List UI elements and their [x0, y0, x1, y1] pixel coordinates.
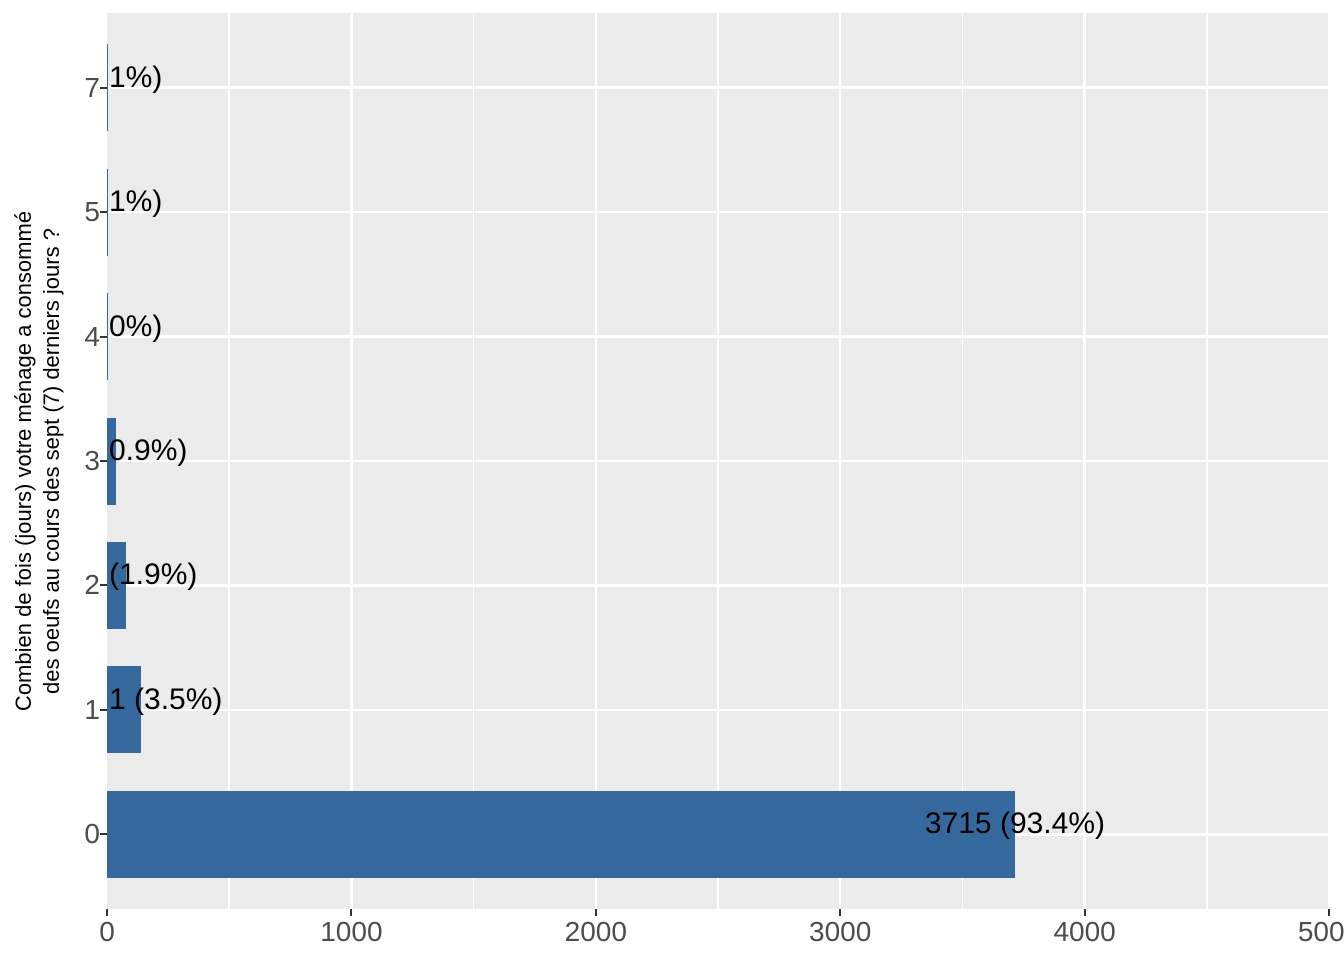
- y-tick-label: 1: [84, 693, 100, 725]
- x-tick-mark: [106, 909, 108, 916]
- x-tick-mark: [1083, 909, 1086, 916]
- bar-label: 0%): [109, 309, 163, 343]
- x-tick-label: 2000: [564, 916, 627, 947]
- x-tick-label: 4000: [1053, 916, 1116, 947]
- y-tick-label: 2: [84, 569, 100, 601]
- bar-label: 1 (3.5%): [109, 682, 223, 716]
- x-tick-label: 1000: [320, 916, 383, 947]
- y-tick-label: 0: [84, 818, 100, 850]
- grid-major-hline: [107, 459, 1329, 463]
- y-tick-label: 5: [84, 196, 100, 228]
- plot-panel: 3715 (93.4%) 1 (3.5%) (1.9%) 0.9%) 0%) 1%) 1%): [107, 13, 1329, 909]
- y-tick-label: 4: [84, 320, 100, 352]
- x-tick-label: 5000: [1297, 916, 1344, 947]
- y-tick-mark: [100, 460, 107, 462]
- x-tick-label: 0: [99, 916, 115, 947]
- bar-label: 1%): [109, 60, 163, 94]
- y-tick-mark: [100, 211, 107, 214]
- bar-label: 3715 (93.4%): [924, 807, 1105, 841]
- x-tick-mark: [350, 909, 353, 916]
- bar: [107, 790, 1015, 878]
- bar: [107, 666, 142, 754]
- y-axis-title-line1: Combien de fois (jours) votre ménage a c…: [11, 210, 36, 712]
- y-tick-mark: [100, 708, 107, 711]
- bar: [107, 168, 109, 256]
- x-tick-mark: [1328, 909, 1330, 916]
- bar: [107, 417, 116, 505]
- bar-label: 0.9%): [109, 434, 188, 467]
- y-tick-label: 7: [84, 71, 100, 103]
- grid-major-hline: [107, 210, 1329, 214]
- y-tick-mark: [100, 833, 107, 836]
- grid-major-hline: [107, 335, 1329, 338]
- bar: [107, 44, 109, 132]
- bar: [107, 541, 126, 629]
- grid-major-hline: [107, 584, 1329, 587]
- y-tick-mark: [100, 86, 107, 89]
- x-tick-mark: [839, 909, 842, 916]
- grid-major-hline: [107, 708, 1329, 712]
- y-tick-label: 3: [84, 445, 100, 476]
- y-tick-mark: [100, 584, 107, 587]
- x-tick-mark: [594, 909, 597, 916]
- y-tick-mark: [100, 335, 107, 338]
- x-tick-label: 3000: [809, 916, 872, 947]
- grid-major-hline: [107, 86, 1329, 89]
- bar-label: 1%): [109, 185, 163, 219]
- bar-label: (1.9%): [109, 558, 198, 592]
